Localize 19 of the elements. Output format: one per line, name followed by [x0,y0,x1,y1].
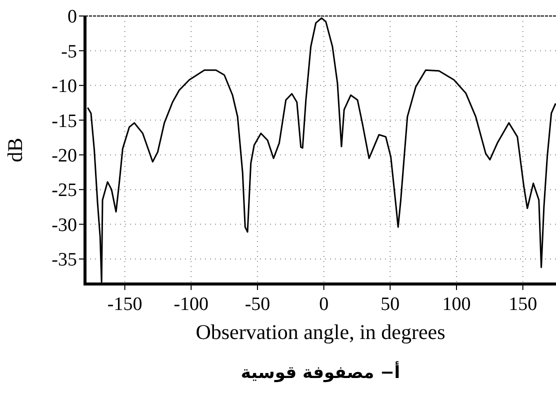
x-tick-label: 0 [319,294,329,315]
y-tick-label: -20 [52,146,77,167]
y-tick-label: -30 [52,214,77,236]
y-axis-title: dB [3,138,27,162]
text: أ− مصفوفة قوسية [240,361,400,383]
x-tick-label: 100 [442,294,471,315]
y-tick-label: -5 [61,41,77,62]
x-tick-label: 50 [380,294,400,315]
y-tick-label: -15 [52,110,77,132]
x-axis-title: Observation angle, in degrees [196,320,446,344]
x-tick-label: -50 [244,294,270,315]
y-tick-label: -10 [52,76,77,98]
x-tick-label: -150 [107,294,142,315]
y-tick-label: -35 [52,250,77,271]
x-tick-label: -100 [174,294,209,315]
x-tick-label: 150 [508,294,538,315]
y-tick-label: 0 [68,6,77,28]
line-series [86,17,556,283]
y-tick-label: -25 [52,180,77,202]
